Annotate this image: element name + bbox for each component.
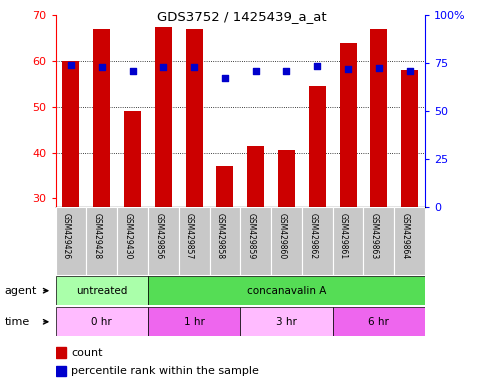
Text: 3 hr: 3 hr <box>276 316 297 327</box>
Bar <box>309 86 326 207</box>
Text: GSM429426: GSM429426 <box>62 213 71 259</box>
Bar <box>86 207 117 275</box>
Text: count: count <box>71 348 102 358</box>
Text: 1 hr: 1 hr <box>184 316 204 327</box>
Bar <box>216 166 233 207</box>
Bar <box>240 207 271 275</box>
Text: 6 hr: 6 hr <box>369 316 389 327</box>
Text: GSM429860: GSM429860 <box>277 213 286 259</box>
Bar <box>124 111 141 207</box>
Bar <box>56 307 148 336</box>
Text: time: time <box>5 317 30 327</box>
Text: GSM429859: GSM429859 <box>247 213 256 259</box>
Text: GDS3752 / 1425439_a_at: GDS3752 / 1425439_a_at <box>156 10 327 23</box>
Bar <box>148 207 179 275</box>
Text: GSM429430: GSM429430 <box>124 213 132 259</box>
Bar <box>302 207 333 275</box>
Bar <box>271 207 302 275</box>
Point <box>344 66 352 72</box>
Point <box>190 64 198 70</box>
Point <box>406 68 413 74</box>
Bar <box>364 207 394 275</box>
Text: 0 hr: 0 hr <box>91 316 112 327</box>
Point <box>159 64 167 70</box>
Bar <box>148 307 241 336</box>
Bar <box>401 70 418 207</box>
Text: GSM429858: GSM429858 <box>216 213 225 259</box>
Bar <box>370 29 387 207</box>
Bar <box>333 207 364 275</box>
Text: GSM429864: GSM429864 <box>400 213 410 259</box>
Bar <box>117 207 148 275</box>
Point <box>313 63 321 70</box>
Point <box>252 68 259 74</box>
Text: percentile rank within the sample: percentile rank within the sample <box>71 366 259 376</box>
Point <box>221 74 229 81</box>
Bar <box>278 150 295 207</box>
Bar <box>56 347 66 358</box>
Text: GSM429861: GSM429861 <box>339 213 348 259</box>
Bar <box>56 207 86 275</box>
Bar <box>93 29 110 207</box>
Text: GSM429428: GSM429428 <box>93 213 102 259</box>
Point <box>128 68 136 74</box>
Text: GSM429857: GSM429857 <box>185 213 194 259</box>
Point <box>98 64 106 70</box>
Bar <box>155 27 172 207</box>
Bar <box>241 307 333 336</box>
Point <box>375 65 383 71</box>
Text: GSM429862: GSM429862 <box>308 213 317 259</box>
Bar <box>340 43 356 207</box>
Text: GSM429863: GSM429863 <box>370 213 379 259</box>
Bar <box>394 207 425 275</box>
Point <box>283 68 290 74</box>
Point <box>67 62 75 68</box>
Bar <box>210 207 240 275</box>
Bar <box>185 29 202 207</box>
Bar <box>333 307 425 336</box>
Bar <box>56 366 66 376</box>
Bar <box>56 276 148 305</box>
Text: agent: agent <box>5 286 37 296</box>
Text: GSM429856: GSM429856 <box>154 213 163 259</box>
Text: concanavalin A: concanavalin A <box>247 286 326 296</box>
Bar <box>179 207 210 275</box>
Bar <box>148 276 425 305</box>
Text: untreated: untreated <box>76 286 128 296</box>
Bar <box>247 146 264 207</box>
Bar <box>62 61 79 207</box>
